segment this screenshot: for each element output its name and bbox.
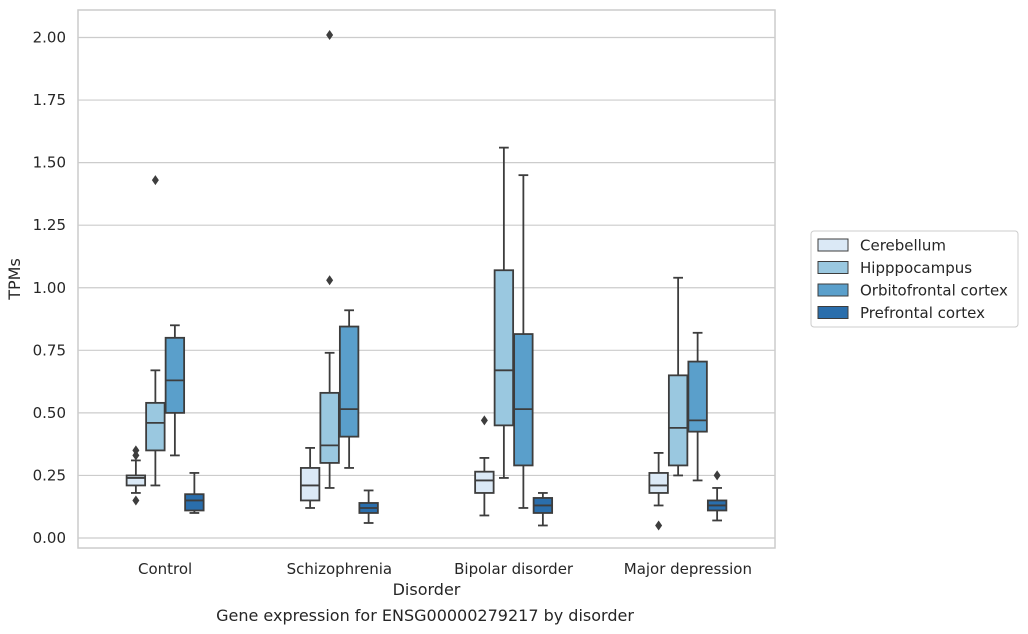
box-prefrontal-cortex — [706, 470, 728, 522]
y-axis-ticks: 0.00 0.25 0.50 0.75 1.00 1.25 1.50 1.75 2.00 — [33, 29, 66, 547]
outlier-point — [151, 175, 159, 186]
legend-swatch — [817, 261, 849, 274]
box-iqr — [125, 474, 147, 487]
y-tick-label: 1.75 — [33, 91, 66, 109]
box-orbitofrontal-cortex — [338, 309, 360, 469]
box-iqr — [299, 467, 321, 502]
box-hipppocampus — [319, 30, 340, 489]
legend: Cerebellum Hipppocampus Orbitofrontal cort… — [810, 230, 1019, 328]
box-prefrontal-cortex — [184, 472, 205, 514]
legend-frame — [810, 230, 1019, 328]
legend-label: Hipppocampus — [860, 259, 972, 277]
x-axis-label: Disorder — [393, 580, 461, 599]
box-iqr — [648, 472, 669, 494]
box-iqr — [493, 269, 515, 427]
y-axis-label: TPMs — [5, 258, 24, 301]
box-cerebellum — [648, 452, 669, 531]
y-tick-label: 0.00 — [33, 529, 66, 547]
y-tick-label: 0.25 — [33, 466, 66, 484]
box-hipppocampus — [145, 175, 166, 487]
box-series-group — [125, 30, 728, 531]
outlier-point — [132, 495, 140, 506]
outlier-point — [132, 450, 140, 461]
box-iqr — [164, 336, 186, 414]
y-tick-label: 1.25 — [33, 216, 66, 234]
outlier-point — [480, 415, 488, 426]
outlier-point — [713, 470, 721, 481]
box-iqr — [474, 470, 495, 494]
box-iqr — [145, 401, 166, 452]
y-tick-label: 2.00 — [33, 29, 66, 47]
box-prefrontal-cortex — [532, 492, 554, 527]
outlier-point — [326, 30, 334, 41]
outlier-point — [326, 275, 334, 286]
x-tick-label: Bipolar disorder — [454, 560, 574, 578]
plot-frame — [77, 9, 776, 549]
x-tick-label: Schizophrenia — [287, 560, 392, 578]
box-hipppocampus — [667, 276, 689, 477]
box-cerebellum — [474, 415, 495, 517]
box-hipppocampus — [493, 146, 515, 479]
chart-caption: Gene expression for ENSG00000279217 by d… — [216, 606, 634, 625]
legend-swatch — [817, 283, 849, 297]
legend-swatch — [817, 238, 849, 252]
y-tick-label: 1.00 — [33, 279, 66, 297]
legend-swatch — [817, 306, 849, 319]
box-cerebellum — [125, 445, 147, 506]
box-iqr — [687, 360, 708, 433]
box-orbitofrontal-cortex — [687, 331, 708, 482]
y-tick-label: 1.50 — [33, 154, 66, 172]
x-tick-label: Major depression — [624, 560, 752, 578]
box-orbitofrontal-cortex — [513, 174, 534, 509]
box-cerebellum — [299, 447, 321, 509]
y-tick-label: 0.50 — [33, 404, 66, 422]
box-iqr — [319, 391, 340, 464]
box-iqr — [184, 493, 205, 512]
box-iqr — [667, 374, 689, 467]
legend-label: Orbitofrontal cortex — [860, 282, 1008, 300]
outlier-point — [132, 445, 140, 456]
outlier-point — [655, 520, 663, 531]
y-tick-label: 0.75 — [33, 341, 66, 359]
x-tick-label: Control — [138, 560, 192, 578]
box-prefrontal-cortex — [358, 489, 379, 524]
box-iqr — [338, 325, 360, 438]
box-orbitofrontal-cortex — [164, 324, 186, 457]
x-axis-ticks: Control Schizophrenia Bipolar disorder Majo… — [138, 560, 752, 578]
box-iqr — [513, 333, 534, 467]
legend-label: Cerebellum — [860, 237, 946, 255]
legend-label: Prefrontal cortex — [860, 304, 985, 322]
